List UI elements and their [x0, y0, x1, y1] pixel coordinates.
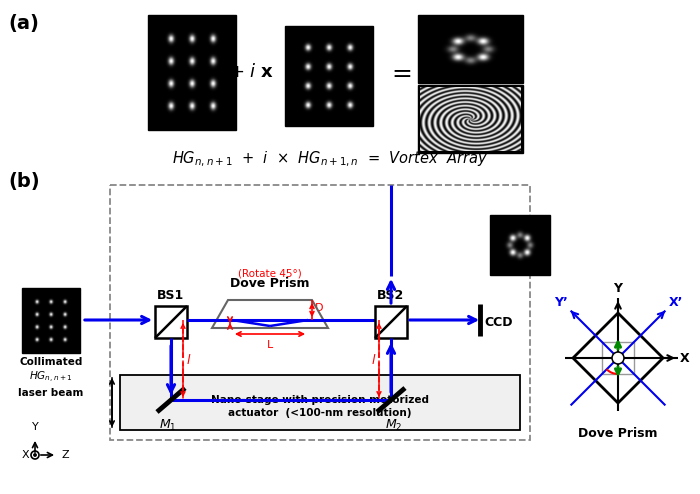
Text: Y’: Y’ — [554, 295, 568, 309]
Text: (b): (b) — [8, 172, 40, 191]
Text: Z: Z — [623, 368, 632, 380]
Bar — [155, 306, 187, 338]
Circle shape — [613, 354, 622, 363]
Text: D: D — [315, 303, 323, 313]
Text: $l$: $l$ — [186, 353, 191, 367]
Text: $\delta$: $\delta$ — [273, 314, 282, 327]
Text: CCD: CCD — [484, 316, 512, 329]
Bar — [22, 288, 80, 353]
Bar — [602, 342, 634, 374]
Bar — [418, 15, 523, 83]
Circle shape — [34, 454, 36, 456]
Polygon shape — [573, 313, 663, 403]
Text: h: h — [219, 318, 226, 328]
Text: L: L — [267, 340, 273, 350]
Text: Dove Prism: Dove Prism — [230, 277, 309, 290]
Bar — [148, 15, 236, 130]
Bar — [110, 185, 530, 440]
Text: $=$: $=$ — [387, 60, 412, 84]
Bar — [375, 306, 407, 338]
Text: BS2: BS2 — [377, 289, 405, 302]
Polygon shape — [212, 300, 328, 328]
Text: Collimated
$HG_{n,n+1}$
laser beam: Collimated $HG_{n,n+1}$ laser beam — [18, 357, 84, 398]
Bar — [120, 375, 520, 430]
Text: (Rotate 45°): (Rotate 45°) — [238, 268, 302, 278]
Bar — [490, 215, 550, 275]
Text: $M_1$: $M_1$ — [159, 418, 177, 433]
Text: Z: Z — [61, 450, 69, 460]
Text: $+\ i\ \mathbf{x}$: $+\ i\ \mathbf{x}$ — [230, 63, 274, 81]
Text: X: X — [22, 450, 29, 460]
Text: Y: Y — [613, 282, 622, 295]
Text: $HG_{n,n+1}$  +  $i$  ×  $HG_{n+1,n}$  =  Vortex  Array: $HG_{n,n+1}$ + $i$ × $HG_{n+1,n}$ = Vort… — [172, 150, 488, 169]
Text: X’: X’ — [668, 295, 682, 309]
Text: (a): (a) — [8, 14, 39, 33]
Bar — [418, 85, 523, 153]
Text: $l$: $l$ — [370, 353, 376, 367]
Text: 45°: 45° — [590, 335, 610, 345]
Text: X: X — [680, 352, 689, 365]
Text: Y: Y — [32, 422, 38, 432]
Bar — [285, 26, 373, 126]
Text: Nano-stage with precision motorized
actuator  (<100-nm resolution): Nano-stage with precision motorized actu… — [211, 395, 429, 418]
Text: $M_2$: $M_2$ — [385, 418, 402, 433]
Text: BS1: BS1 — [158, 289, 185, 302]
Text: Dove Prism: Dove Prism — [578, 427, 658, 440]
